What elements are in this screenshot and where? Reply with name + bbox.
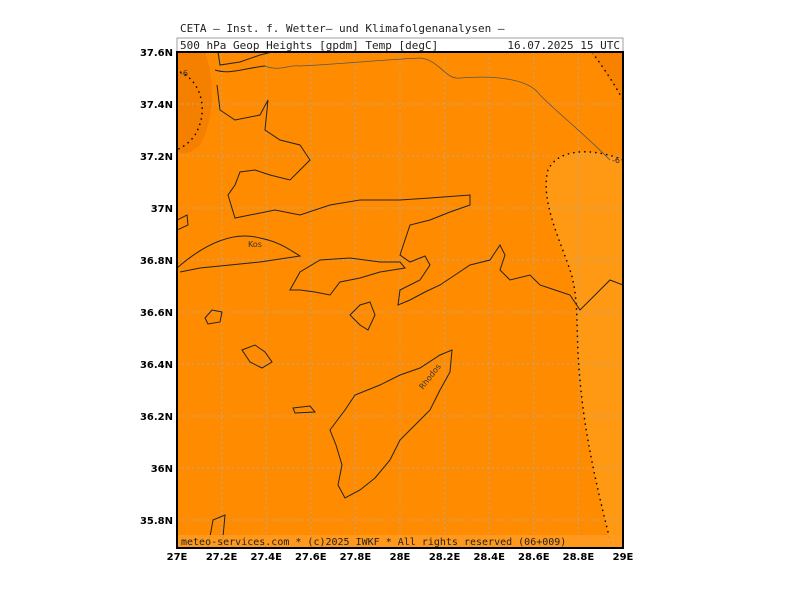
temperature-field [177,52,623,548]
contour [177,71,203,151]
lat-label: 36.4N [140,360,173,371]
lon-label: 27.4E [250,552,282,563]
lat-label: 36.6N [140,308,173,319]
border [264,57,611,161]
lon-label: 28E [390,552,411,563]
coastline [214,52,273,73]
lon-label: 29E [613,552,634,563]
lat-label: 36N [151,464,173,475]
coastline [177,214,302,273]
map-area: Kos Rhodos -6 -6 [177,52,623,548]
lon-label: 28.4E [473,552,505,563]
coastline [329,349,453,499]
lat-label: 37.2N [140,152,173,163]
footer-box [177,535,623,548]
lon-label: 28.8E [563,552,595,563]
axis-labels: 27E 27.2E 27.4E 27.6E 27.8E 28E 28.2E 28.4E 28.6… [140,48,634,563]
lon-label: 27.6E [295,552,327,563]
contour [545,151,623,548]
lat-label: 37.6N [140,48,173,59]
valid-time: 16.07.2025 15 UTC [507,39,620,52]
lon-label: 27.2E [206,552,238,563]
lon-label: 28.2E [429,552,461,563]
cold-area [177,52,212,154]
subtitle: 500 hPa Geop Heights [gpdm] Temp [degC] [180,39,438,52]
coastline [216,84,623,311]
lon-label: 28.6E [518,552,550,563]
lat-label: 35.8N [140,516,173,527]
lon-label: 27.8E [340,552,372,563]
lat-label: 37.4N [140,100,173,111]
lat-label: 36.2N [140,412,173,423]
title: CETA – Inst. f. Wetter– und Klimafolgena… [180,22,505,35]
contour-label: -6 [180,69,188,78]
lon-label: 27E [167,552,188,563]
grid [177,52,623,548]
place-label: Kos [248,240,262,249]
cold-area [590,52,623,100]
coastline [289,257,406,296]
coastline [204,301,376,414]
lat-label: 37N [151,204,173,215]
map-frame [176,51,624,549]
footer: meteo-services.com * (c)2025 IWKF * All … [181,537,566,548]
contour-label: -6 [612,156,620,165]
warm-area [546,151,623,548]
coastline [207,514,226,548]
lat-label: 36.8N [140,256,173,267]
